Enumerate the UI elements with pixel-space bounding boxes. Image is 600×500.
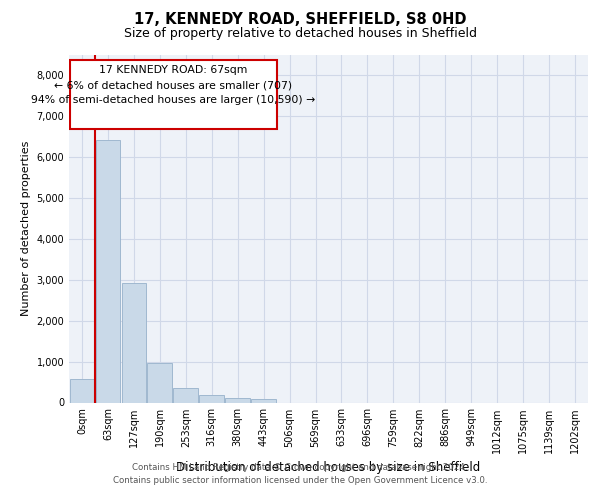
Bar [226, 398, 250, 402]
FancyBboxPatch shape [70, 60, 277, 128]
Bar [173, 388, 198, 402]
Text: Size of property relative to detached houses in Sheffield: Size of property relative to detached ho… [124, 28, 476, 40]
Bar [95, 140, 120, 402]
Bar [70, 379, 94, 402]
Text: ← 6% of detached houses are smaller (707): ← 6% of detached houses are smaller (707… [54, 80, 292, 90]
Bar [148, 363, 172, 403]
Text: Contains public sector information licensed under the Open Government Licence v3: Contains public sector information licen… [113, 476, 487, 485]
Text: 94% of semi-detached houses are larger (10,590) →: 94% of semi-detached houses are larger (… [31, 96, 315, 106]
Y-axis label: Number of detached properties: Number of detached properties [21, 141, 31, 316]
X-axis label: Distribution of detached houses by size in Sheffield: Distribution of detached houses by size … [176, 461, 481, 474]
Text: 17, KENNEDY ROAD, SHEFFIELD, S8 0HD: 17, KENNEDY ROAD, SHEFFIELD, S8 0HD [134, 12, 466, 28]
Text: Contains HM Land Registry data © Crown copyright and database right 2024.: Contains HM Land Registry data © Crown c… [132, 462, 468, 471]
Bar [122, 283, 146, 403]
Bar [199, 396, 224, 402]
Text: 17 KENNEDY ROAD: 67sqm: 17 KENNEDY ROAD: 67sqm [99, 65, 247, 75]
Bar [251, 400, 276, 402]
